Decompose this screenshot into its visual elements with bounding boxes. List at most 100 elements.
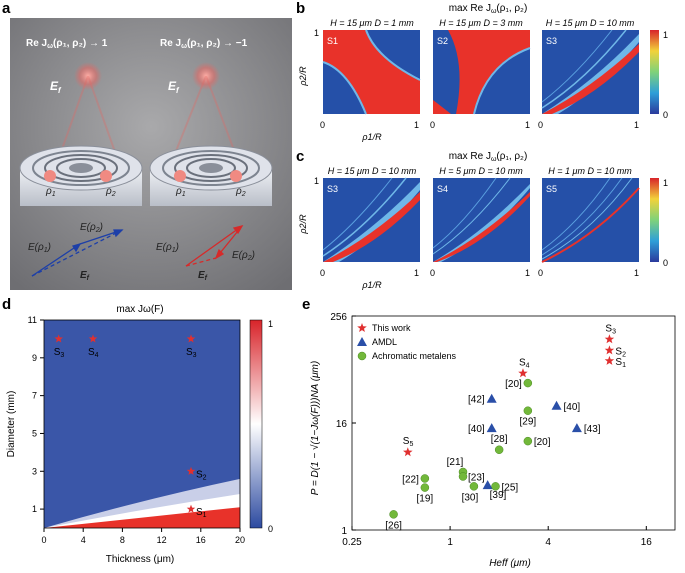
e-legend: This work AMDL Achromatic metalens xyxy=(357,323,457,361)
e-point-label: S1 xyxy=(615,357,626,369)
vec-ef-left: Ef xyxy=(80,270,90,282)
d-point-label: S1 xyxy=(196,507,207,519)
rho2-left: ρ2 xyxy=(105,186,116,198)
d-xtick-label: 4 xyxy=(81,535,86,545)
e-point-label: S3 xyxy=(605,323,616,335)
b-cbar-top: 1 xyxy=(663,30,668,40)
e-marker-star xyxy=(604,355,615,365)
panel-a-label: a xyxy=(2,0,11,17)
c-map-s5 xyxy=(541,177,640,263)
b-subtitle-2: H = 15 μm D = 3 mm xyxy=(439,18,523,28)
focal-spot-right xyxy=(192,62,220,90)
b-map-s3 xyxy=(541,29,639,114)
c-xtick-0: 0 xyxy=(320,268,325,278)
e-marker-triangle xyxy=(486,423,497,433)
focal-spot-left xyxy=(74,62,102,90)
e-marker-circle xyxy=(491,482,500,491)
b-ylabel: ρ2/R xyxy=(298,66,308,87)
c-subtitle-1: H = 15 μm D = 10 mm xyxy=(328,166,417,176)
e-point-label: [30] xyxy=(462,492,479,503)
c-xtick-0b: 0 xyxy=(430,268,435,278)
b-map-s2 xyxy=(433,30,531,115)
e-point-label: [29] xyxy=(520,417,537,428)
e-point-label: [43] xyxy=(584,424,601,435)
vector-diagram-left xyxy=(31,229,124,277)
d-frame xyxy=(43,319,241,529)
d-point-s3 xyxy=(186,334,196,343)
c-ylabel: ρ2/R xyxy=(298,214,308,235)
b-xtick-1c: 1 xyxy=(634,120,639,130)
vec-e-rho2-left: E(ρ2) xyxy=(80,222,103,234)
d-xtick-label: 0 xyxy=(41,535,46,545)
d-point-label: S3 xyxy=(54,347,65,359)
b-subtitle-1: H = 15 μm D = 1 mm xyxy=(330,18,414,28)
e-point-label: [40] xyxy=(468,424,485,435)
e-marker-circle xyxy=(523,406,533,415)
b-cbar-bottom: 0 xyxy=(663,110,668,120)
d-ylabel: Diameter (mm) xyxy=(6,391,17,458)
b-ytick-1: 1 xyxy=(314,28,319,38)
c-subtitle-2: H = 5 μm D = 10 mm xyxy=(439,166,523,176)
c-map-s4 xyxy=(432,177,530,262)
d-ytick-label: 9 xyxy=(32,353,37,363)
d-point-s1 xyxy=(186,504,196,513)
d-xtick-label: 20 xyxy=(235,535,245,545)
c-xtick-1b: 1 xyxy=(525,268,530,278)
b-tag-s2: S2 xyxy=(437,36,448,46)
d-point-s3 xyxy=(54,334,63,343)
e-marker-circle xyxy=(389,510,398,519)
b-xlabel: ρ1/R xyxy=(361,132,382,142)
caption-left: Re Jω(ρ₁, ρ₂) → 1 xyxy=(26,38,108,50)
e-marker-circle xyxy=(420,474,430,483)
e-frame xyxy=(351,315,676,531)
c-cbar-bottom: 0 xyxy=(663,258,668,268)
e-point-label: [20] xyxy=(534,437,551,448)
rho1-right: ρ1 xyxy=(175,186,186,198)
d-title: max Jω(F) xyxy=(116,304,163,315)
e-marker-star xyxy=(604,334,615,344)
e-point-label: [28] xyxy=(491,434,508,445)
vec-ef-right: Ef xyxy=(198,270,208,282)
e-point-label: [42] xyxy=(468,395,485,406)
lens-right: ρ1 ρ2 xyxy=(149,145,273,206)
d-colorbar xyxy=(249,319,263,529)
e-marker-triangle xyxy=(571,423,582,433)
d-xlabel: Thickness (μm) xyxy=(106,554,175,565)
b-tag-s1: S1 xyxy=(327,36,338,46)
caption-right: Re Jω(ρ₁, ρ₂) → −1 xyxy=(160,38,248,50)
b-xtick-1b: 1 xyxy=(525,120,530,130)
c-map-s3 xyxy=(322,177,420,262)
d-cbar-top: 1 xyxy=(268,319,273,329)
e-point-label: S2 xyxy=(615,346,626,358)
panel-b-label: b xyxy=(296,0,306,17)
e-point-label: [21] xyxy=(447,457,464,468)
panel-c-heatmaps: max Re Jω(ρ₁, ρ₂) H = 15 μm D = 10 mm H … xyxy=(298,151,668,290)
d-ytick-label: 11 xyxy=(28,315,37,325)
ef-label-right: Ef xyxy=(168,79,180,95)
rho1-left: ρ1 xyxy=(45,186,56,198)
c-subtitle-3: H = 1 μm D = 10 mm xyxy=(548,166,632,176)
e-marker-circle xyxy=(420,483,430,492)
e-point-label: S4 xyxy=(519,357,530,369)
c-xtick-1: 1 xyxy=(414,268,419,278)
e-point-label: [23] xyxy=(468,473,485,484)
legend-entry: AMDL xyxy=(372,337,397,347)
b-xtick-0: 0 xyxy=(320,120,325,130)
b-tag-s3: S3 xyxy=(546,36,557,46)
lens-left: ρ1 ρ2 xyxy=(19,145,143,206)
d-ytick-label: 1 xyxy=(32,504,37,514)
b-subtitle-3: H = 15 μm D = 10 mm xyxy=(546,18,635,28)
d-point-label: S4 xyxy=(88,347,99,359)
e-point-label: [39] xyxy=(490,490,507,501)
c-tag-s3: S3 xyxy=(327,184,338,194)
panel-d-chart: max Jω(F) 0 4 8 12 16 20 1 3 5 7 9 11 S3 S4 S3 S2 S1 1 0… xyxy=(6,304,273,565)
e-marker-triangle xyxy=(486,393,497,403)
e-point-label: S5 xyxy=(403,436,414,448)
d-xtick-label: 16 xyxy=(196,535,206,545)
panel-c-label: c xyxy=(296,148,305,165)
d-point-s4 xyxy=(88,334,98,343)
e-marker-star xyxy=(604,345,615,355)
b-title: max Re Jω(ρ₁, ρ₂) xyxy=(449,3,528,15)
c-xlabel: ρ1/R xyxy=(361,280,382,290)
